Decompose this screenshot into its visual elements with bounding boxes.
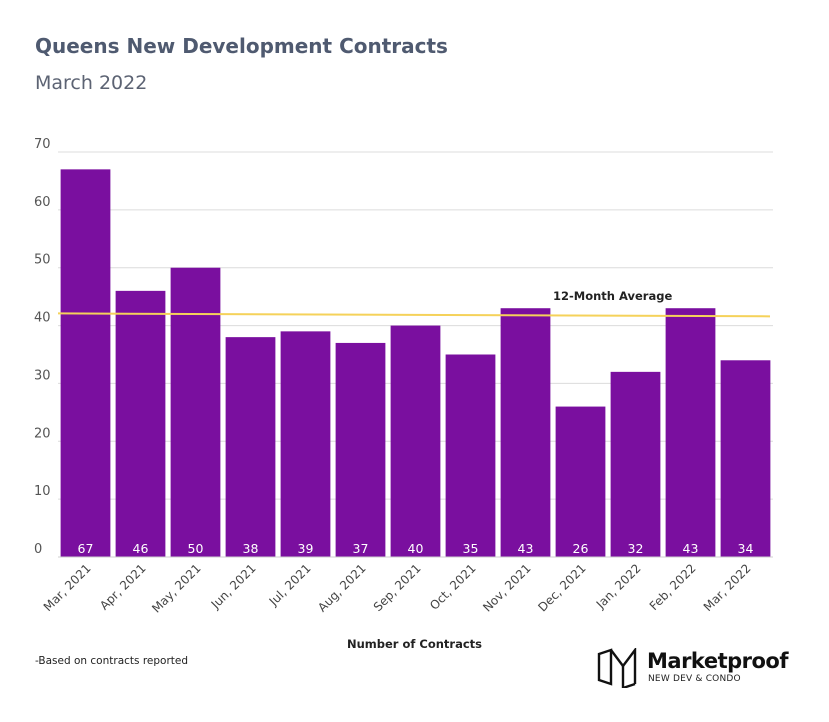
bar [280, 331, 331, 557]
bar-value-label: 34 [738, 541, 754, 556]
y-tick-label: 50 [34, 253, 51, 268]
bar-value-label: 50 [188, 541, 204, 556]
x-tick-label: Dec, 2021 [535, 561, 588, 614]
x-tick-label: Apr, 2021 [97, 561, 149, 613]
bar [225, 337, 276, 557]
bar-value-label: 67 [78, 541, 94, 556]
chart-subtitle: March 2022 [35, 72, 148, 94]
x-tick-label: Aug, 2021 [315, 561, 368, 614]
bar-value-label: 35 [463, 541, 479, 556]
x-tick-label: Mar, 2022 [701, 561, 754, 614]
bar-value-label: 43 [683, 541, 699, 556]
bar [665, 308, 716, 557]
bar-value-label: 39 [298, 541, 314, 556]
brand-tagline: NEW DEV & CONDO [648, 674, 741, 684]
y-tick-label: 30 [34, 368, 51, 383]
bar [445, 354, 496, 557]
bar [115, 290, 166, 557]
bar-value-label: 26 [573, 541, 589, 556]
x-axis-label: Number of Contracts [346, 637, 483, 651]
y-tick-label: 0 [34, 542, 42, 557]
bar [720, 360, 771, 557]
x-tick-label: May, 2021 [149, 561, 203, 615]
bar-value-label: 38 [243, 541, 259, 556]
x-tick-label: Jan, 2022 [593, 561, 644, 612]
y-tick-label: 70 [34, 137, 51, 152]
bar [170, 267, 221, 557]
average-line [57, 312, 771, 318]
x-tick-label: Nov, 2021 [480, 561, 533, 614]
bar-value-label: 43 [518, 541, 534, 556]
brand-logo: Marketproof NEW DEV & CONDO [597, 648, 789, 690]
footnote: -Based on contracts reported [35, 655, 189, 667]
x-tick-label: Feb, 2022 [647, 561, 699, 613]
brand-name: Marketproof [647, 649, 789, 673]
x-tick-label: Jul, 2021 [266, 561, 314, 609]
bar-value-label: 46 [133, 541, 149, 556]
bar-chart: 0 10 20 30 40 50 60 70 67 Mar, 2021 46 Apr, 2021 50 M… [34, 137, 773, 616]
bar-value-label: 32 [628, 541, 644, 556]
chart-title: Queens New Development Contracts [35, 34, 448, 58]
y-tick-label: 20 [34, 426, 51, 441]
x-tick-label: Mar, 2021 [41, 561, 94, 614]
marketproof-logo-icon [597, 648, 637, 688]
y-tick-label: 40 [34, 311, 51, 326]
bar [60, 169, 111, 557]
bar [610, 371, 661, 557]
bar-value-label: 40 [408, 541, 424, 556]
bar [555, 406, 606, 557]
x-tick-label: Sep, 2021 [371, 561, 424, 614]
bar [500, 308, 551, 557]
average-line-label: 12-Month Average [553, 289, 672, 303]
bar [390, 325, 441, 557]
bar [335, 342, 386, 557]
y-tick-label: 60 [34, 195, 51, 210]
x-tick-label: Jun, 2021 [208, 561, 259, 612]
x-tick-label: Oct, 2021 [427, 561, 479, 613]
bar-value-label: 37 [353, 541, 369, 556]
y-tick-label: 10 [34, 484, 51, 499]
